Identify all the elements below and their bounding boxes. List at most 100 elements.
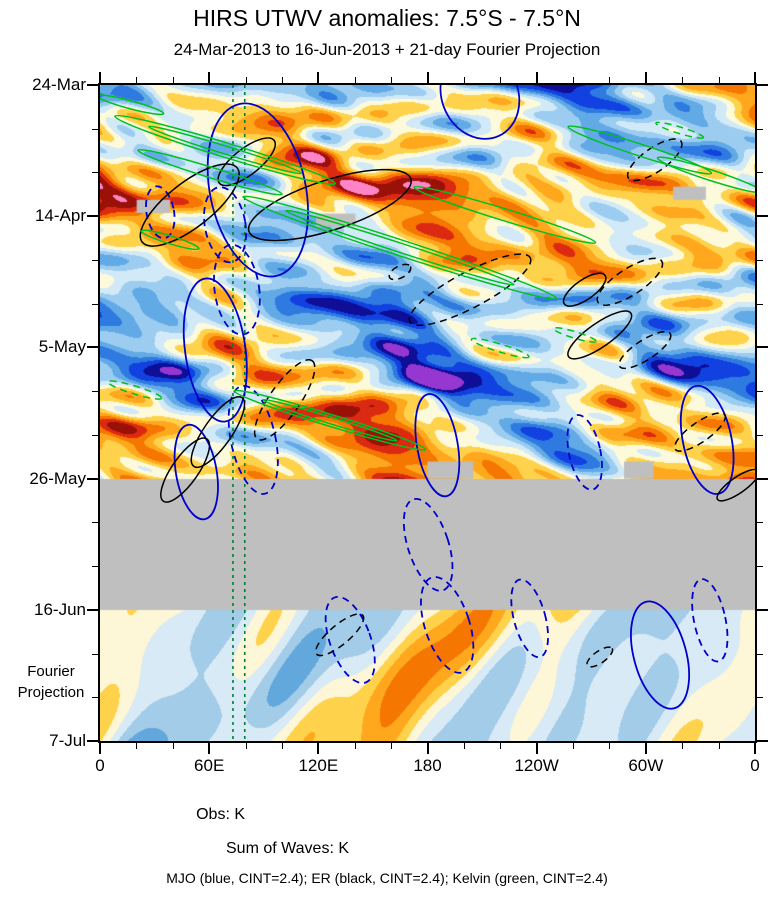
y-tick <box>87 740 98 742</box>
x-minor-tick <box>391 77 393 83</box>
x-tick <box>317 743 320 754</box>
y-minor-tick <box>92 259 98 261</box>
y-minor-tick <box>92 391 98 393</box>
er-wave-contour <box>315 613 365 657</box>
kelvin-wave-contour <box>107 380 163 400</box>
x-minor-tick <box>609 77 611 83</box>
er-wave-contour <box>562 272 607 307</box>
er-wave-contour <box>253 359 316 441</box>
fourier-label-line1: Fourier <box>27 663 75 680</box>
mjo-wave-contour <box>227 384 279 495</box>
er-wave-contour <box>247 168 413 242</box>
mjo-wave-contour <box>510 578 549 659</box>
x-tick-label: 180 <box>413 756 442 775</box>
kelvin-wave-contour <box>656 156 755 194</box>
mjo-wave-contour <box>402 497 454 592</box>
plot-area <box>98 83 757 743</box>
y-tick <box>87 215 98 218</box>
x-tick-label: 0 <box>750 756 760 775</box>
er-wave-contour <box>567 310 633 360</box>
y-minor-tick <box>92 303 98 305</box>
y-minor-tick <box>92 172 98 174</box>
obs-colorbar <box>253 805 663 823</box>
contour-caption: MJO (blue, CINT=2.4); ER (black, CINT=2.… <box>166 870 608 886</box>
mjo-wave-contour <box>679 384 735 495</box>
kelvin-wave-contour <box>233 389 427 451</box>
x-tick <box>208 72 211 83</box>
kelvin-wave-contour <box>100 94 165 116</box>
x-minor-tick <box>245 743 247 749</box>
x-minor-tick <box>136 743 138 749</box>
y-minor-tick <box>92 653 98 655</box>
x-minor-tick <box>609 743 611 749</box>
x-minor-tick <box>172 743 174 749</box>
x-minor-tick <box>718 77 720 83</box>
x-minor-tick <box>718 743 720 749</box>
y-minor-tick <box>757 303 763 305</box>
y-minor-tick <box>757 566 763 568</box>
er-wave-contour <box>408 253 532 327</box>
obs-colorbar-label: Obs: K <box>196 806 245 823</box>
waves-colorbar-label: Sum of Waves: K <box>226 840 349 857</box>
x-minor-tick <box>281 743 283 749</box>
x-tick <box>754 72 756 83</box>
x-minor-tick <box>573 743 575 749</box>
x-tick-label: 0 <box>95 756 105 775</box>
er-wave-contour <box>586 646 614 668</box>
mjo-wave-contour <box>324 595 376 684</box>
wave-contour-overlay <box>100 85 755 741</box>
x-minor-tick <box>682 743 684 749</box>
er-wave-contour <box>217 137 276 187</box>
y-minor-tick <box>92 128 98 130</box>
y-tick-label: 7-Jul <box>49 731 86 750</box>
x-tick <box>754 743 756 754</box>
y-tick <box>87 477 98 480</box>
kelvin-wave-contour <box>147 125 303 175</box>
kelvin-wave-contour <box>655 121 705 139</box>
x-tick <box>535 743 538 754</box>
kelvin-wave-contour <box>567 125 713 175</box>
fourier-label-line2: Projection <box>17 684 85 701</box>
y-tick <box>757 84 768 86</box>
y-tick <box>87 608 98 611</box>
y-tick <box>757 215 768 218</box>
er-wave-contour <box>160 437 211 503</box>
kelvin-wave-contour <box>140 229 200 251</box>
x-minor-tick <box>281 77 283 83</box>
x-tick <box>426 743 429 754</box>
er-wave-contour <box>190 396 246 469</box>
x-minor-tick <box>500 77 502 83</box>
mjo-wave-contour <box>182 277 248 423</box>
x-minor-tick <box>463 77 465 83</box>
fourier-projection-label: Fourier Projection <box>8 661 94 703</box>
x-tick-label: 120E <box>298 756 339 775</box>
mjo-wave-contour <box>566 414 603 491</box>
y-minor-tick <box>92 697 98 699</box>
er-wave-contour <box>716 468 755 502</box>
kelvin-wave-contour <box>413 185 597 244</box>
kelvin-wave-contour <box>262 398 398 442</box>
er-wave-contour <box>618 330 672 370</box>
x-minor-tick <box>354 77 356 83</box>
y-tick <box>757 608 768 611</box>
kelvin-wave-contour <box>242 195 558 300</box>
kelvin-wave-contour <box>285 209 515 286</box>
kelvin-wave-contour <box>114 114 337 186</box>
x-minor-tick <box>682 77 684 83</box>
mjo-wave-contour <box>420 576 475 674</box>
x-tick-label: 60W <box>628 756 664 775</box>
y-minor-tick <box>757 434 763 436</box>
x-tick-label: 60E <box>194 756 225 775</box>
y-minor-tick <box>757 391 763 393</box>
er-wave-contour <box>388 263 412 281</box>
er-wave-contour <box>139 163 240 247</box>
x-tick <box>99 72 101 83</box>
x-minor-tick <box>463 743 465 749</box>
mjo-wave-contour <box>439 85 521 140</box>
mjo-wave-contour <box>630 600 690 710</box>
y-tick <box>87 84 98 86</box>
y-minor-tick <box>757 172 763 174</box>
x-minor-tick <box>573 77 575 83</box>
x-minor-tick <box>354 743 356 749</box>
